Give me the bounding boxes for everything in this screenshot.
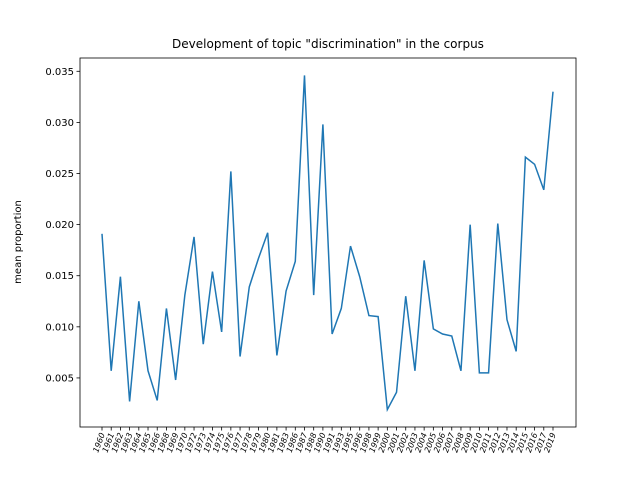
y-tick-label: 0.035 xyxy=(45,67,74,78)
y-tick-label: 0.005 xyxy=(45,373,74,384)
y-tick-label: 0.030 xyxy=(45,118,74,129)
y-tick-label: 0.010 xyxy=(45,322,74,333)
y-tick-label: 0.015 xyxy=(45,271,74,282)
y-tick-label: 0.025 xyxy=(45,169,74,180)
chart-title: Development of topic "discrimination" in… xyxy=(172,37,484,51)
plot-frame xyxy=(79,57,577,428)
data-line xyxy=(101,75,554,413)
y-tick-label: 0.020 xyxy=(45,220,74,231)
y-axis-label: mean proportion xyxy=(13,200,24,284)
